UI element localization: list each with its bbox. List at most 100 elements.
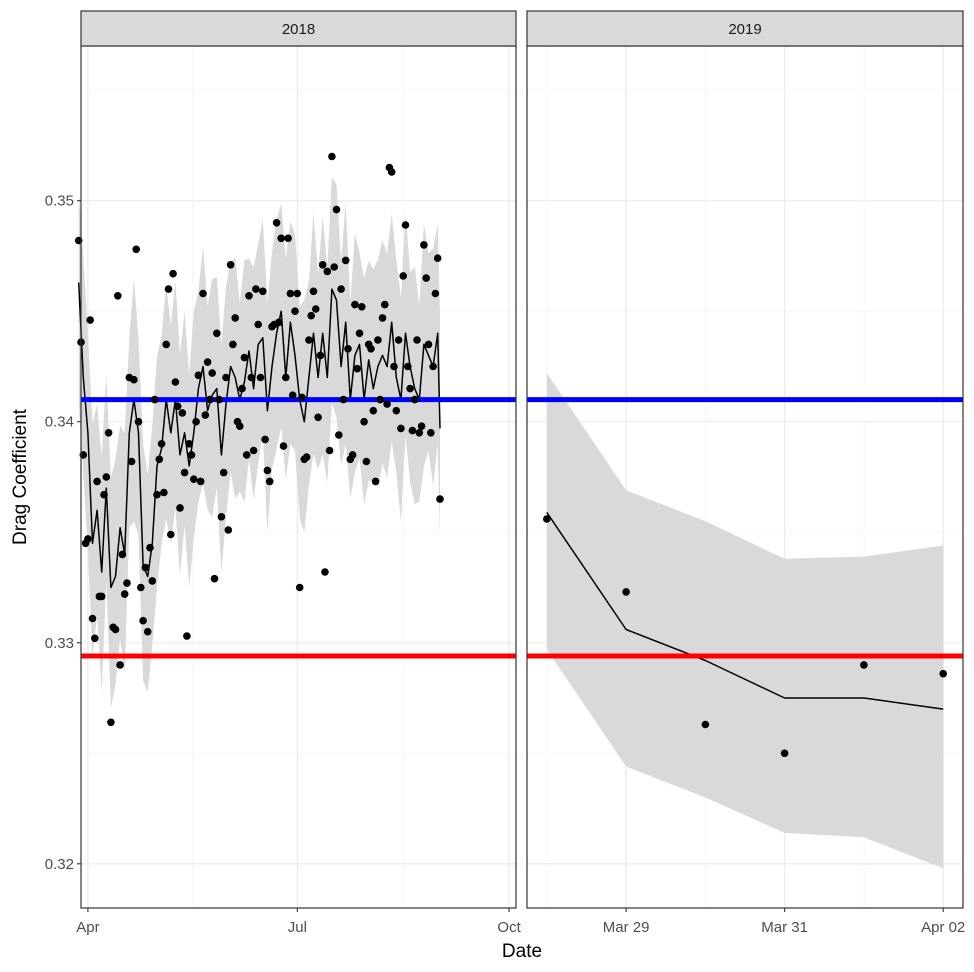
data-point: [353, 364, 362, 373]
data-point: [316, 351, 325, 360]
data-point: [114, 292, 122, 300]
data-point: [116, 661, 124, 669]
data-point: [348, 451, 357, 459]
data-point: [277, 234, 286, 243]
data-point: [256, 373, 265, 382]
data-point: [180, 468, 189, 477]
confidence-ribbon: [78, 177, 440, 708]
data-point: [199, 289, 207, 298]
data-point: [187, 451, 196, 459]
data-point: [394, 336, 403, 344]
data-point: [215, 395, 223, 404]
data-point: [183, 632, 191, 640]
panel-2019-points: [543, 515, 947, 758]
data-point: [298, 393, 306, 402]
data-point: [155, 455, 164, 464]
panel-2018-line: [77, 282, 441, 589]
data-point: [219, 468, 228, 477]
data-point: [307, 311, 316, 320]
data-point: [84, 535, 92, 543]
x-axis-title: Date: [502, 941, 542, 962]
data-point: [167, 530, 175, 539]
data-point: [314, 413, 322, 422]
strip-label-2019: 2019: [728, 21, 761, 38]
panel-2019-x-axis: Mar 29 Mar 31 Apr 02: [603, 908, 965, 936]
data-point: [406, 384, 414, 393]
data-point: [321, 568, 329, 576]
x-tick-label: Jul: [288, 919, 307, 936]
data-point: [305, 336, 313, 344]
data-point: [86, 316, 94, 324]
data-point: [127, 457, 136, 466]
data-point: [410, 395, 419, 404]
data-point: [369, 406, 378, 415]
data-point: [358, 303, 366, 311]
data-point: [318, 261, 327, 269]
y-tick-label: 0.35: [45, 193, 74, 210]
data-point: [88, 614, 97, 623]
data-point: [208, 369, 216, 377]
data-point: [196, 477, 205, 486]
data-point: [137, 583, 145, 592]
data-point: [312, 305, 320, 313]
data-point: [344, 345, 352, 353]
data-point: [226, 261, 235, 269]
data-point: [171, 378, 180, 386]
data-point: [130, 375, 138, 384]
data-point: [160, 488, 168, 497]
data-point: [111, 625, 120, 634]
data-point: [431, 289, 440, 298]
data-point: [433, 254, 442, 262]
trend-line: [546, 511, 944, 710]
data-point: [390, 362, 398, 371]
panel-2019-ribbon: [546, 373, 944, 869]
panel-2019: 2019 Mar 29 Mar 31 Apr 02: [526, 10, 965, 936]
data-point: [100, 490, 108, 499]
data-point: [252, 285, 260, 293]
data-point: [91, 634, 99, 643]
data-point: [272, 219, 281, 227]
panel-2019-line: [546, 511, 944, 710]
data-point: [265, 477, 274, 486]
data-point: [279, 442, 288, 450]
data-point: [291, 307, 299, 316]
data-point: [238, 384, 246, 393]
data-point: [185, 440, 193, 448]
data-point: [429, 362, 437, 371]
data-point: [123, 579, 131, 587]
data-point: [162, 340, 170, 349]
data-point: [176, 504, 184, 512]
data-point: [376, 395, 385, 404]
data-point: [102, 473, 111, 481]
data-point: [323, 267, 332, 276]
data-point: [408, 426, 417, 435]
data-point: [224, 526, 233, 534]
data-point: [355, 329, 364, 338]
data-point: [404, 362, 412, 371]
panel-2018: 2018 Apr Jul Oct: [74, 10, 522, 936]
x-tick-label: Oct: [497, 919, 521, 936]
data-point: [383, 400, 391, 408]
data-point: [245, 292, 253, 300]
x-tick-label: Apr 02: [921, 919, 965, 936]
data-point: [206, 395, 214, 404]
panel-2019-reference-lines: [527, 397, 963, 659]
panel-2018-points: [74, 152, 444, 727]
data-point: [148, 577, 157, 585]
data-point: [236, 422, 244, 431]
x-tick-label: Mar 31: [761, 919, 808, 936]
y-axis: 0.32 0.33 0.34 0.35: [45, 193, 81, 873]
data-point: [222, 373, 230, 382]
data-point: [939, 669, 947, 678]
panel-2018-ribbon: [78, 177, 440, 708]
data-point: [192, 417, 200, 426]
y-tick-label: 0.32: [45, 856, 74, 873]
data-point: [157, 440, 166, 448]
strip-label-2018: 2018: [282, 21, 315, 38]
y-axis-title: Drag Coefficient: [10, 408, 31, 545]
data-point: [194, 371, 203, 380]
data-point: [231, 314, 239, 322]
data-point: [309, 287, 318, 296]
data-point: [104, 429, 113, 437]
